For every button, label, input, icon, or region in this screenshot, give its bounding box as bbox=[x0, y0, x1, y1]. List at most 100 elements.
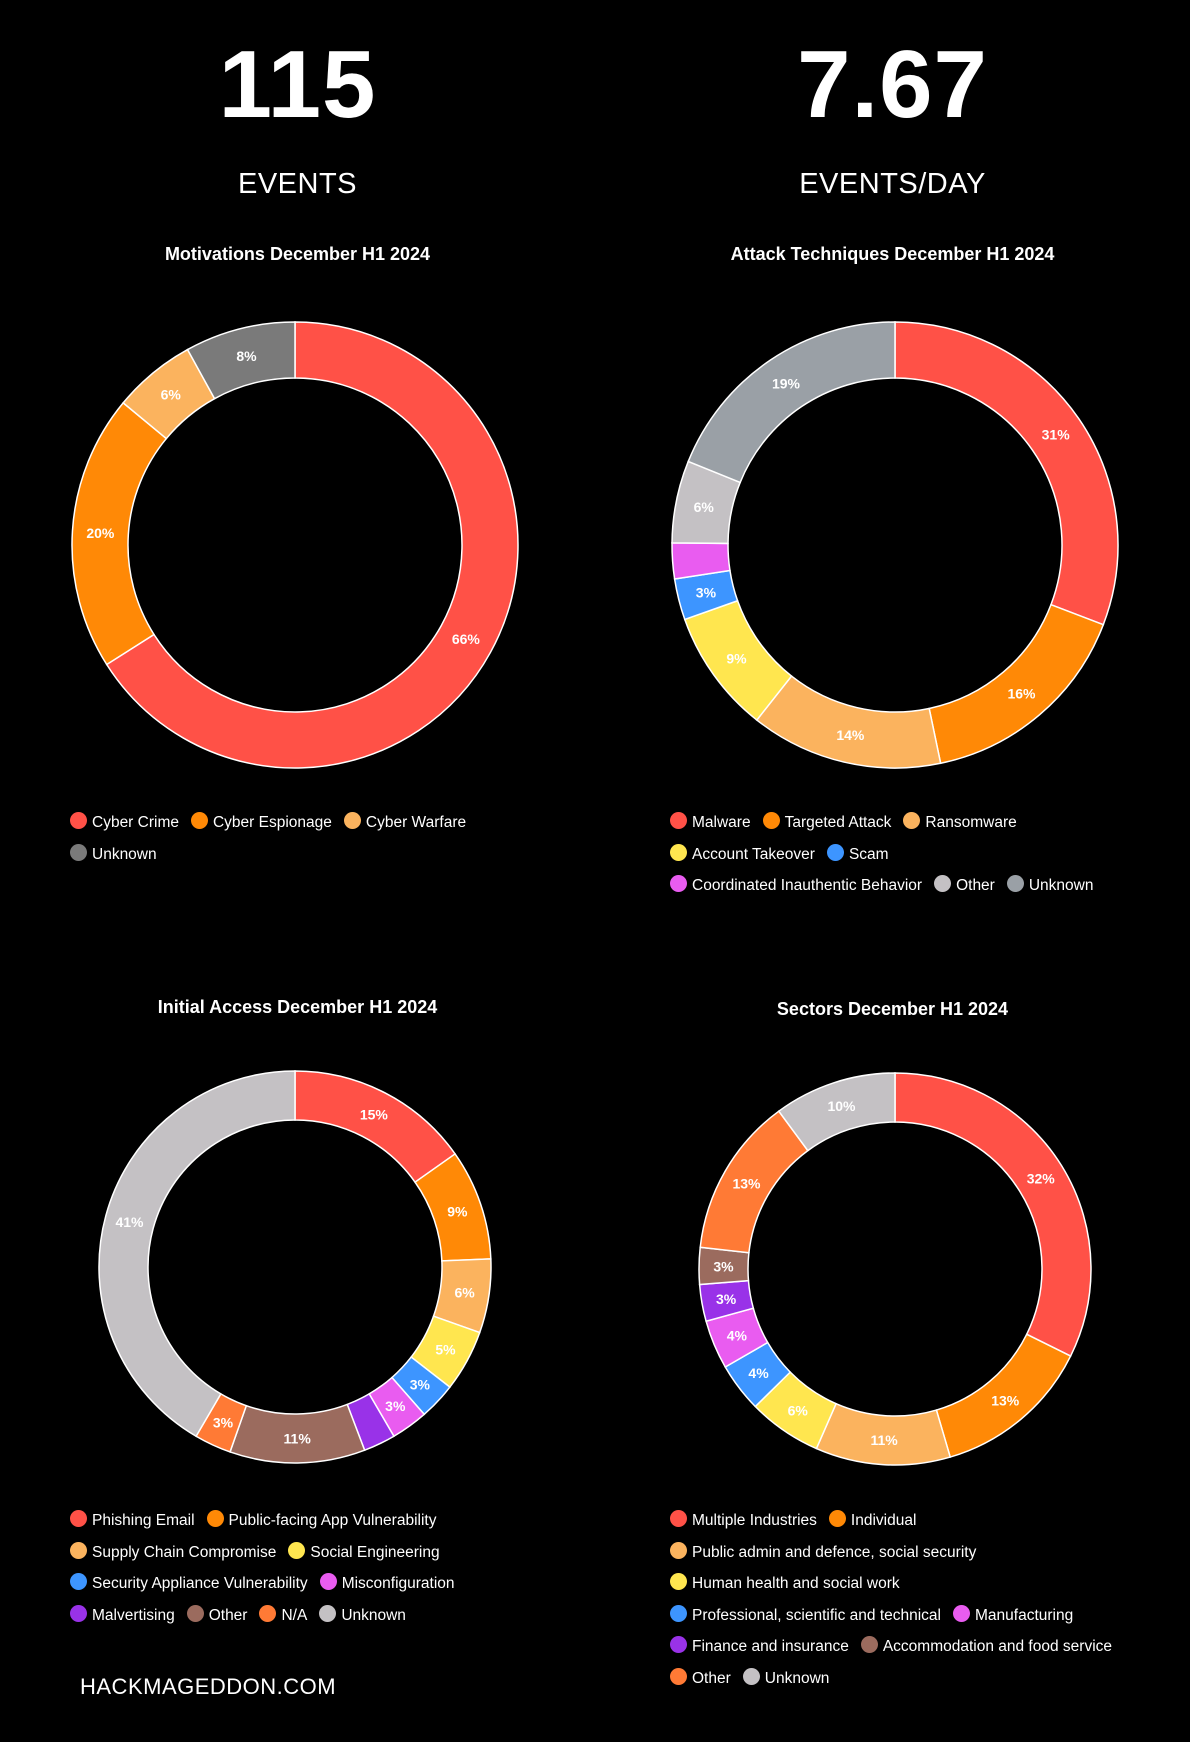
legend-item-phishing-email[interactable]: Phishing Email bbox=[70, 1505, 195, 1537]
legend-label: Individual bbox=[850, 1512, 917, 1529]
slice-multiple-industries[interactable] bbox=[894, 1072, 1092, 1358]
legend-dot-icon bbox=[70, 1510, 87, 1527]
legend-label: Unknown bbox=[341, 1606, 406, 1624]
slice-label-unknown: 8% bbox=[236, 348, 257, 364]
legend-dot-icon bbox=[670, 1667, 687, 1685]
legend-item-other[interactable]: Other bbox=[186, 1600, 247, 1632]
legend-row: Finance and insurance Accommodation and f… bbox=[670, 1631, 1124, 1663]
slice-targeted-attack[interactable] bbox=[928, 603, 1105, 765]
slice-label-other: 13% bbox=[732, 1175, 761, 1191]
legend-label: Malware bbox=[692, 814, 751, 831]
legend-item-account-takeover[interactable]: Account Takeover bbox=[670, 839, 815, 871]
legend-dot-icon bbox=[670, 843, 687, 861]
legend-dot-icon bbox=[762, 812, 780, 829]
slice-unknown[interactable] bbox=[687, 321, 896, 484]
legend-item-manufacturing[interactable]: Manufacturing bbox=[953, 1600, 1073, 1632]
legend-item-scam[interactable]: Scam bbox=[826, 839, 889, 871]
slice-label-human-health-and-social-work: 6% bbox=[788, 1402, 809, 1418]
legend-item-unknown[interactable]: Unknown bbox=[319, 1600, 406, 1632]
legend-label: Cyber Crime bbox=[92, 814, 179, 831]
slice-label-cyber-espionage: 20% bbox=[86, 525, 115, 541]
motivations-legend: Cyber Crime Cyber Espionage Cyber Warfare U… bbox=[70, 807, 478, 870]
legend-item-targeted-attack[interactable]: Targeted Attack bbox=[762, 807, 891, 839]
legend-item-human-health-and-social-work[interactable]: Human health and social work bbox=[670, 1568, 900, 1600]
legend-dot-icon bbox=[1006, 875, 1024, 892]
events-label: EVENTS bbox=[237, 168, 358, 200]
slice-label-unknown: 10% bbox=[827, 1098, 856, 1114]
legend-item-malware[interactable]: Malware bbox=[670, 807, 751, 839]
legend-item-public-facing-app-vulnerability[interactable]: Public-facing App Vulnerability bbox=[206, 1505, 436, 1537]
legend-row: Unknown bbox=[70, 839, 478, 871]
initial-access-chart-title: Initial Access December H1 2024 bbox=[157, 997, 438, 1017]
legend-dot-icon bbox=[903, 812, 921, 829]
legend-row: Phishing Email Public-facing App Vulnerab… bbox=[70, 1505, 467, 1537]
slice-label-unknown: 19% bbox=[772, 375, 801, 391]
legend-item-cyber-crime[interactable]: Cyber Crime bbox=[70, 807, 179, 839]
legend-dot-icon bbox=[953, 1604, 970, 1622]
legend-item-n-a[interactable]: N/A bbox=[259, 1600, 307, 1632]
slice-phishing-email[interactable] bbox=[294, 1070, 457, 1184]
legend-item-supply-chain-compromise[interactable]: Supply Chain Compromise bbox=[70, 1537, 276, 1569]
events-value: 115 bbox=[218, 31, 377, 138]
legend-label: Scam bbox=[848, 845, 889, 863]
events-per-day-label: EVENTS/DAY bbox=[799, 168, 986, 200]
legend-dot-icon bbox=[190, 812, 208, 829]
slice-ransomware[interactable] bbox=[755, 675, 942, 769]
legend-item-unknown[interactable]: Unknown bbox=[70, 839, 157, 871]
legend-item-coordinated-inauthentic-behavior[interactable]: Coordinated Inauthentic Behavior bbox=[670, 870, 922, 902]
legend-item-security-appliance-vulnerability[interactable]: Security Appliance Vulnerability bbox=[70, 1568, 308, 1600]
legend-label: Ransomware bbox=[925, 814, 1017, 831]
legend-dot-icon bbox=[670, 1510, 687, 1527]
slice-label-multiple-industries: 32% bbox=[1027, 1171, 1056, 1187]
legend-item-finance-and-insurance[interactable]: Finance and insurance bbox=[670, 1631, 849, 1663]
legend-item-social-engineering[interactable]: Social Engineering bbox=[288, 1537, 440, 1569]
slice-label-other: 11% bbox=[284, 1430, 312, 1446]
legend-item-other[interactable]: Other bbox=[670, 1663, 731, 1695]
slice-label-public-facing-app-vulnerability: 9% bbox=[447, 1204, 468, 1220]
legend-row: Cyber Crime Cyber Espionage Cyber Warfare bbox=[70, 807, 478, 839]
legend-item-unknown[interactable]: Unknown bbox=[742, 1663, 829, 1695]
slice-unknown[interactable] bbox=[98, 1070, 296, 1438]
legend-dot-icon bbox=[319, 1573, 337, 1590]
slice-label-scam: 3% bbox=[696, 585, 717, 601]
legend-dot-icon bbox=[70, 843, 87, 861]
legend-row: Coordinated Inauthentic Behavior Other Unk… bbox=[670, 870, 1105, 902]
legend-item-other[interactable]: Other bbox=[934, 870, 995, 902]
legend-dot-icon bbox=[343, 812, 361, 829]
legend-row: Supply Chain Compromise Social Engineerin… bbox=[70, 1537, 467, 1569]
sectors-legend: Multiple Industries Individual Public admi… bbox=[670, 1505, 1124, 1694]
legend-dot-icon bbox=[70, 1604, 87, 1622]
legend-item-individual[interactable]: Individual bbox=[828, 1505, 917, 1537]
legend-label: Manufacturing bbox=[975, 1606, 1074, 1624]
legend-item-unknown[interactable]: Unknown bbox=[1006, 870, 1093, 902]
legend-item-cyber-warfare[interactable]: Cyber Warfare bbox=[343, 807, 466, 839]
legend-item-cyber-espionage[interactable]: Cyber Espionage bbox=[190, 807, 332, 839]
slice-malware[interactable] bbox=[894, 321, 1119, 626]
slice-label-accommodation-and-food-service: 3% bbox=[713, 1258, 734, 1274]
legend-label: Phishing Email bbox=[92, 1512, 195, 1529]
legend-item-misconfiguration[interactable]: Misconfiguration bbox=[319, 1568, 455, 1600]
slice-unknown[interactable] bbox=[777, 1072, 896, 1152]
slice-label-individual: 13% bbox=[991, 1392, 1020, 1408]
legend-item-malvertising[interactable]: Malvertising bbox=[70, 1600, 175, 1632]
slice-cyber-crime[interactable] bbox=[105, 321, 519, 769]
legend-item-public-admin-and-defence-social-security[interactable]: Public admin and defence, social securit… bbox=[670, 1537, 976, 1569]
slice-label-professional-scientific-and-technical: 4% bbox=[748, 1365, 769, 1381]
slice-label-social-engineering: 5% bbox=[435, 1341, 456, 1357]
legend-dot-icon bbox=[860, 1636, 878, 1653]
legend-label: Other bbox=[692, 1669, 731, 1687]
legend-item-ransomware[interactable]: Ransomware bbox=[903, 807, 1017, 839]
legend-item-accommodation-and-food-service[interactable]: Accommodation and food service bbox=[860, 1631, 1112, 1663]
slice-label-ransomware: 14% bbox=[836, 727, 865, 743]
legend-dot-icon bbox=[934, 875, 952, 892]
slice-label-n-a: 3% bbox=[213, 1415, 234, 1431]
legend-dot-icon bbox=[670, 875, 687, 892]
initial-access-legend: Phishing Email Public-facing App Vulnerab… bbox=[70, 1505, 467, 1631]
legend-label: Cyber Espionage bbox=[212, 814, 332, 831]
legend-dot-icon bbox=[70, 1541, 87, 1559]
legend-item-multiple-industries[interactable]: Multiple Industries bbox=[670, 1505, 817, 1537]
legend-dot-icon bbox=[670, 1541, 687, 1559]
slice-unknown[interactable] bbox=[186, 321, 296, 400]
legend-item-professional-scientific-and-technical[interactable]: Professional, scientific and technical bbox=[670, 1600, 941, 1632]
legend-dot-icon bbox=[259, 1604, 277, 1622]
